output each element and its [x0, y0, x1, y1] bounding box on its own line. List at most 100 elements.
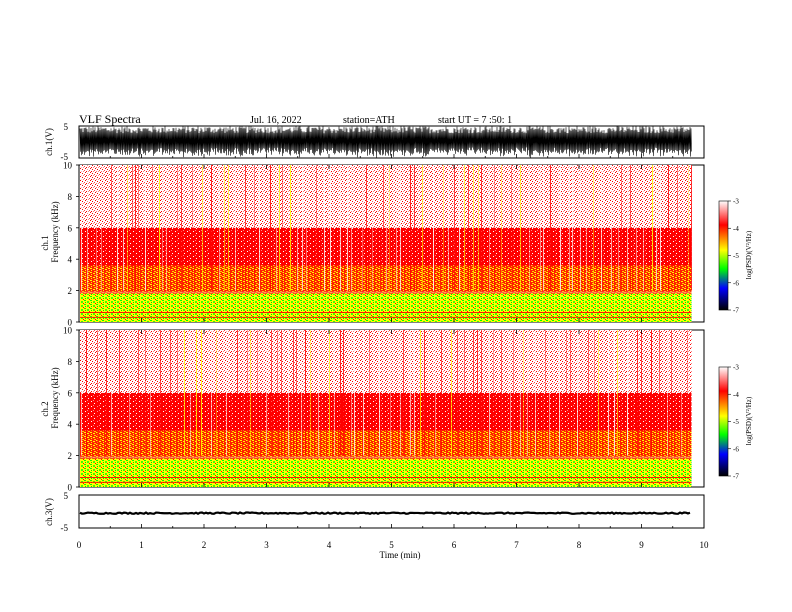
ch1-streak: [410, 165, 411, 291]
ch1-streak: [282, 165, 283, 291]
ch2-streak: [271, 330, 272, 456]
ch1-ytick-label: 8: [68, 192, 73, 202]
time-axis-tick-label: 5: [389, 540, 394, 550]
ch1-streak: [478, 165, 479, 291]
ch1-streak: [386, 165, 387, 291]
ch1-ytick-label: 10: [63, 161, 73, 171]
ch1-streak: [111, 165, 112, 291]
ch2-streak: [520, 330, 521, 456]
ch2-band-1: [80, 430, 692, 459]
ch1-streak: [396, 165, 397, 291]
ch1-streak: [489, 165, 490, 291]
ch3-waveform-panel: 5 -5 ch.3(V): [44, 491, 705, 533]
ch2-streak: [651, 330, 652, 456]
ch2-streak: [257, 330, 258, 456]
ch1-streak: [270, 165, 271, 291]
ch2-streak: [216, 330, 217, 456]
ch2-streak: [457, 330, 458, 456]
ch1-streak: [138, 165, 139, 291]
ch1-streak: [691, 165, 692, 291]
ch2-streak: [369, 330, 370, 456]
ch1-streak: [520, 165, 521, 291]
ch3-ytick-top: 5: [64, 491, 69, 501]
ch2-streak: [441, 330, 442, 456]
ch1-streak: [572, 165, 573, 291]
ch2-streak: [340, 330, 341, 456]
ch1-streak: [383, 165, 384, 291]
ch1-streak: [152, 165, 153, 291]
ch2-streak: [334, 330, 335, 456]
station-label: station=ATH: [343, 115, 395, 126]
ch1-streak: [330, 165, 331, 291]
ch2-streak: [310, 330, 311, 456]
ch1-ytick-label: 6: [68, 223, 73, 233]
ch1-streak: [400, 165, 401, 291]
ch1-spectrogram-panel: 0 2 4 6 8 10 ch.1 Frequency (kHz): [40, 161, 705, 328]
ch2-streak: [570, 330, 571, 456]
colorbar-tick-label: -7: [733, 473, 739, 481]
ch1-streak: [443, 165, 444, 291]
ch2-streak: [184, 330, 185, 456]
ch1-streak: [177, 165, 178, 291]
ch2-streak: [414, 330, 415, 456]
ch2-streak: [97, 330, 98, 456]
ch2-streak: [513, 330, 514, 456]
ch1-streak: [668, 165, 669, 291]
ch2-streak: [329, 330, 330, 456]
ch1-streak: [643, 165, 644, 291]
ch2-streak: [489, 330, 490, 456]
ch2-spectrogram-image: [80, 330, 692, 487]
ch1-ytick-top: 5: [64, 122, 69, 132]
ch1-ytick-label: 0: [68, 318, 73, 328]
time-axis-tick-label: 3: [264, 540, 269, 550]
ch1-ytick-label: 4: [68, 255, 73, 265]
ch2-streak: [106, 330, 107, 456]
ch1-waveform-ylabel: ch.1(V): [44, 128, 54, 156]
ch2-band-3: [80, 330, 692, 393]
ch1-streak: [132, 165, 133, 291]
ch1-streak: [228, 165, 229, 291]
ch2-streak: [420, 330, 421, 456]
ch2-streak: [400, 330, 401, 456]
ch1-streak: [636, 165, 637, 291]
ch1-streak: [433, 165, 434, 291]
ch1-streak: [259, 165, 260, 291]
time-axis-tick-label: 10: [700, 540, 710, 550]
ch1-streak: [627, 165, 628, 291]
ch1-streak: [569, 165, 570, 291]
ch2-band-2: [80, 392, 692, 431]
ch2-streak: [379, 330, 380, 456]
ch2-band-0: [80, 458, 692, 487]
ch3-ytick-bottom: -5: [61, 523, 69, 533]
ch2-streak: [301, 330, 302, 456]
ch1-streak: [593, 165, 594, 291]
time-axis-tick-label: 6: [452, 540, 457, 550]
date-label: Jul. 16, 2022: [250, 115, 302, 126]
ch2-ytick-label: 0: [68, 483, 73, 493]
ch1-streak: [347, 165, 348, 291]
ch1-streak: [660, 165, 661, 291]
ch2-streak: [598, 330, 599, 456]
ch1-streak: [473, 165, 474, 291]
ch1-streak: [422, 165, 423, 291]
ch1-streak: [245, 165, 246, 291]
ch2-ytick-label: 6: [68, 388, 73, 398]
ch2-streak: [687, 330, 688, 456]
time-axis-tick-label: 4: [327, 540, 332, 550]
ch2-streak: [281, 330, 282, 456]
ch2-streak: [250, 330, 251, 456]
ch1-streak: [316, 165, 317, 291]
ch1-streak: [127, 165, 128, 291]
ch1-streak: [529, 165, 530, 291]
ch1-streak: [219, 165, 220, 291]
ch1-streak: [340, 165, 341, 291]
colorbar-tick-label: -7: [733, 307, 739, 315]
ch1-streak: [135, 165, 136, 291]
ch2-colorbar: -3 -4 -5 -6 -7 log(PSD)(V²/Hz): [718, 364, 753, 481]
ch1-spectrogram-ylabel-frequency: Frequency (kHz): [50, 201, 60, 262]
ch2-streak: [160, 330, 161, 456]
ch2-streak: [594, 330, 595, 456]
ch1-streak: [145, 165, 146, 291]
ch2-streak: [659, 330, 660, 456]
